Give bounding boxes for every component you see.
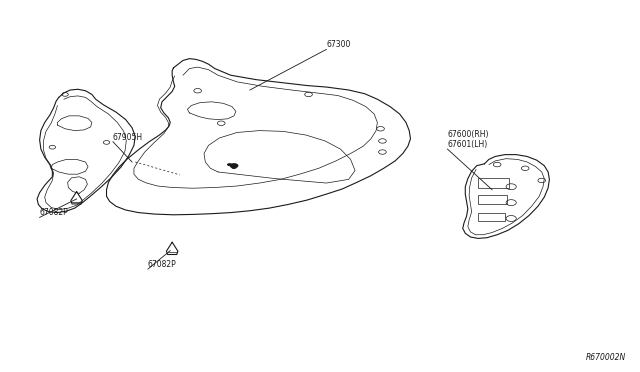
Circle shape xyxy=(227,163,232,166)
FancyBboxPatch shape xyxy=(478,213,505,221)
Text: 67600(RH)
67601(LH): 67600(RH) 67601(LH) xyxy=(447,130,489,149)
FancyBboxPatch shape xyxy=(478,177,509,188)
Text: 67905H: 67905H xyxy=(113,133,143,142)
Circle shape xyxy=(232,166,237,169)
Text: 67300: 67300 xyxy=(326,41,351,49)
Circle shape xyxy=(230,163,239,168)
Text: 67082P: 67082P xyxy=(148,260,177,269)
FancyBboxPatch shape xyxy=(478,195,507,205)
Text: 67082P: 67082P xyxy=(40,208,68,217)
Text: R670002N: R670002N xyxy=(586,353,626,362)
